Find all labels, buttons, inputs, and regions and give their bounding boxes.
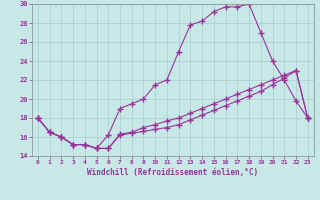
X-axis label: Windchill (Refroidissement éolien,°C): Windchill (Refroidissement éolien,°C) — [87, 168, 258, 177]
